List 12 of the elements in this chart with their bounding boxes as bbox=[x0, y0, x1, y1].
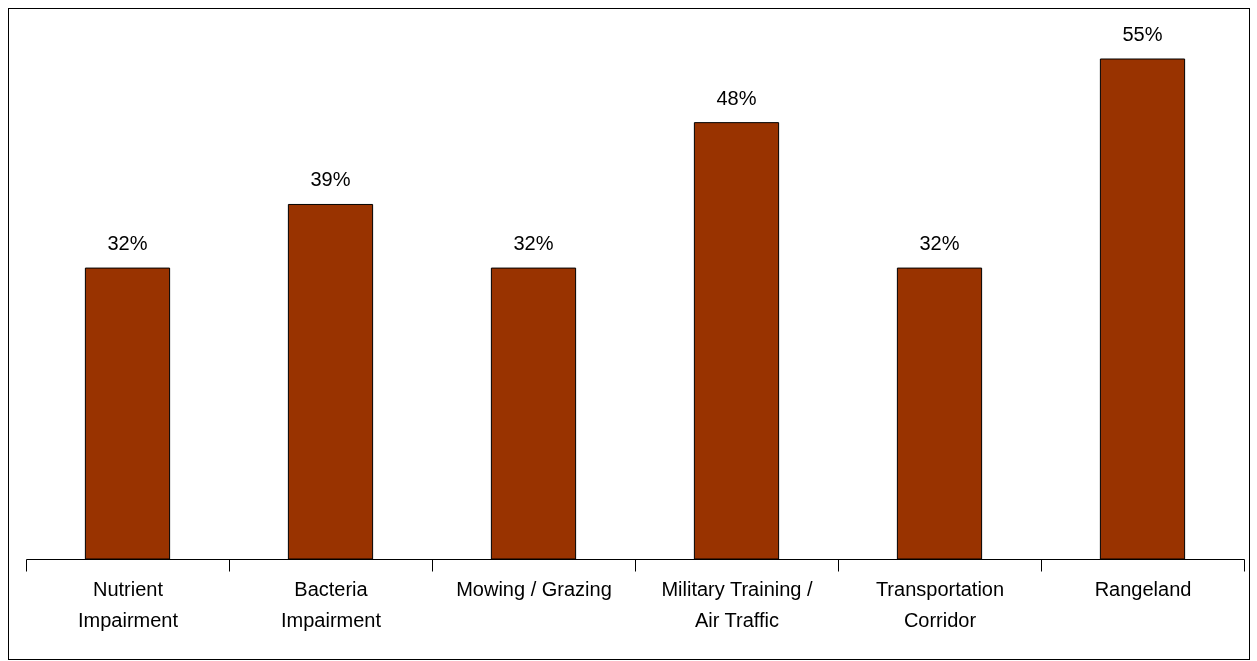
x-tick-label: Military Training / Air Traffic bbox=[661, 577, 814, 631]
x-tick-label: Mowing / Grazing bbox=[456, 577, 612, 600]
data-label: 39% bbox=[310, 168, 351, 191]
data-label: 32% bbox=[107, 232, 148, 255]
x-tick-label: Bacteria Impairment bbox=[280, 577, 382, 631]
x-tick-label: Nutrient Impairment bbox=[77, 577, 179, 631]
x-tick-label: Transportation Corridor bbox=[875, 577, 1005, 631]
x-tick-label: Rangeland bbox=[1094, 577, 1192, 600]
data-label: 32% bbox=[919, 232, 960, 255]
data-label: 32% bbox=[513, 232, 554, 255]
data-label: 48% bbox=[716, 86, 757, 109]
data-label: 55% bbox=[1122, 23, 1163, 45]
